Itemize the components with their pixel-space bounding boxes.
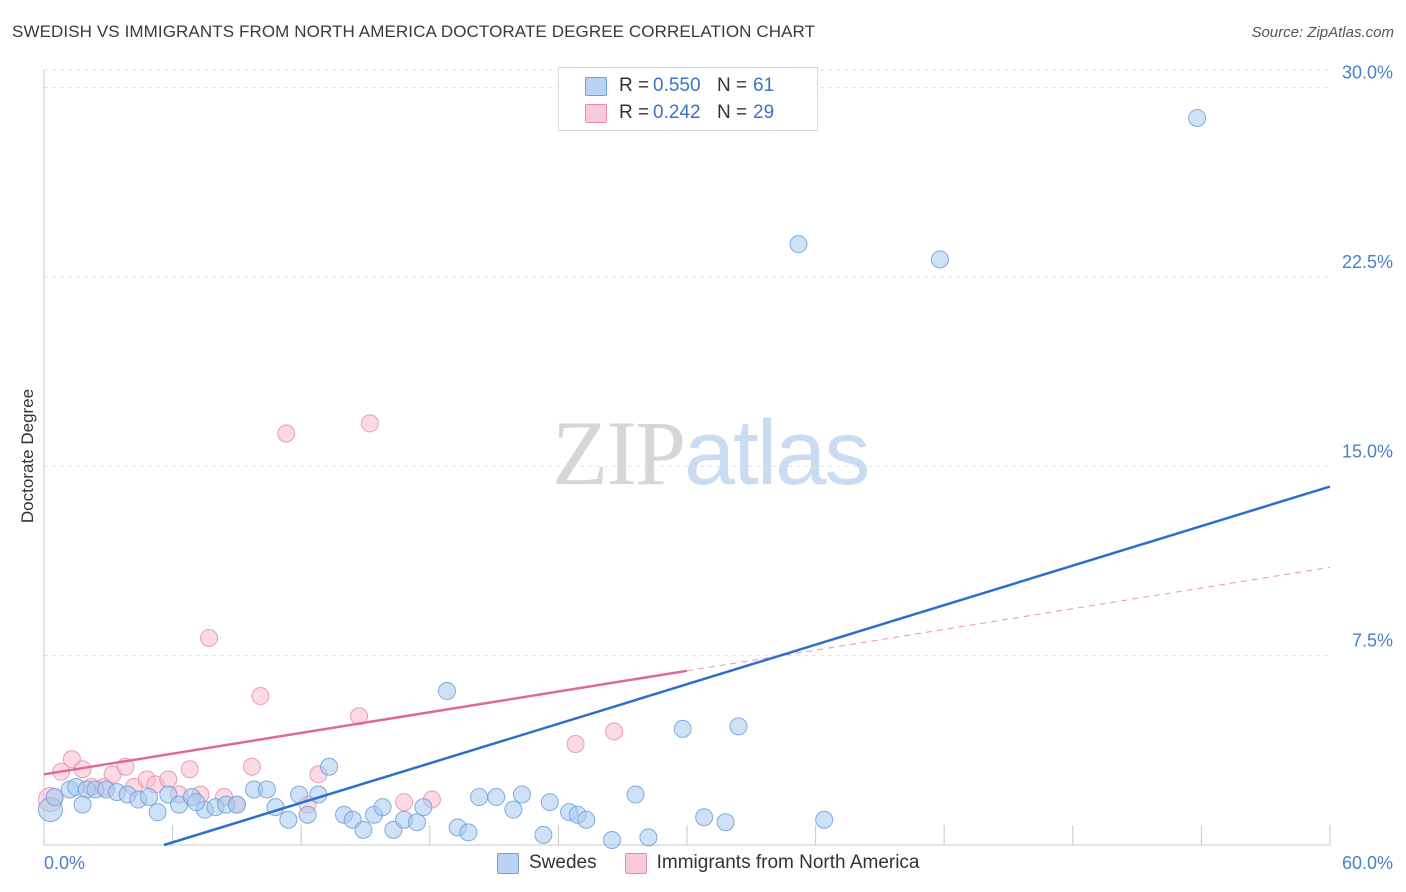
watermark: ZIPatlas (552, 400, 870, 506)
swedes-point (459, 823, 478, 842)
legend-label-immigrants: Immigrants from North America (656, 852, 920, 873)
watermark-atlas: atlas (684, 402, 870, 504)
r-value: 0.550 (653, 75, 701, 96)
immigrants-point (277, 424, 296, 443)
swedes-point (187, 793, 206, 812)
legend-item-swedes[interactable]: Swedes (497, 852, 597, 874)
immigrants-point (360, 414, 379, 433)
stats-legend: R = 0.550 N = 61 R = 0.242 N = 29 (558, 67, 818, 131)
stats-row-swedes: R = 0.550 N = 61 (585, 74, 774, 98)
swedes-point (512, 785, 531, 804)
swedes-point (487, 788, 506, 807)
immigrants-trend-line (43, 669, 688, 776)
swedes-point (577, 810, 596, 829)
immigrants-swatch (585, 103, 607, 123)
swedes-point (320, 757, 339, 776)
immigrants-point (395, 793, 414, 812)
swedes-point (1188, 108, 1207, 127)
swedes-point (789, 235, 808, 254)
source-label: Source: ZipAtlas.com (1251, 24, 1394, 41)
legend-label-swedes: Swedes (529, 852, 597, 873)
swedes-point (73, 795, 92, 814)
n-label: N = (717, 102, 748, 123)
immigrants-point (180, 760, 199, 779)
swedes-point (140, 788, 159, 807)
swedes-point (227, 795, 246, 814)
immigrants-point (605, 722, 624, 741)
r-label: R = (619, 75, 650, 96)
swedes-point (815, 810, 834, 829)
swedes-swatch (585, 76, 607, 96)
watermark-zip: ZIP (552, 402, 686, 504)
series-legend: Swedes Immigrants from North America (497, 852, 948, 874)
r-value: 0.242 (653, 102, 701, 123)
stats-row-immigrants: R = 0.242 N = 29 (585, 101, 774, 125)
immigrants-trend-extension (686, 566, 1331, 672)
swedes-legend-swatch (497, 852, 519, 874)
y-tick-label: 7.5% (1352, 631, 1393, 651)
swedes-point (930, 250, 949, 269)
immigrants-point (159, 770, 178, 789)
x-tick-label: 0.0% (44, 853, 85, 873)
swedes-point (298, 805, 317, 824)
swedes-point (504, 800, 523, 819)
r-label: R = (619, 102, 650, 123)
swedes-point (257, 780, 276, 799)
swedes-point (407, 813, 426, 832)
swedes-point (716, 813, 735, 832)
n-value: 29 (753, 102, 775, 123)
swedes-point (534, 825, 553, 844)
immigrants-legend-swatch (624, 852, 647, 874)
swedes-point (626, 785, 645, 804)
n-label: N = (717, 75, 748, 96)
swedes-point (414, 798, 433, 817)
y-tick-label: 22.5% (1342, 252, 1393, 272)
swedes-point (279, 810, 298, 829)
immigrants-point (242, 757, 261, 776)
immigrants-point (566, 735, 585, 754)
swedes-point (437, 682, 456, 701)
x-tick-label: 60.0% (1342, 853, 1393, 873)
swedes-point (673, 719, 692, 738)
immigrants-point (251, 687, 270, 706)
swedes-point (148, 803, 167, 822)
swedes-trend-line (163, 485, 1331, 847)
immigrants-point (200, 628, 219, 647)
swedes-point (470, 788, 489, 807)
swedes-point (639, 828, 658, 847)
legend-item-immigrants[interactable]: Immigrants from North America (624, 852, 920, 874)
n-value: 61 (753, 75, 775, 96)
swedes-point (540, 793, 559, 812)
swedes-point (354, 820, 373, 839)
y-tick-label: 15.0% (1342, 441, 1393, 461)
swedes-point (373, 798, 392, 817)
swedes-point (45, 788, 64, 807)
chart-title: SWEDISH VS IMMIGRANTS FROM NORTH AMERICA… (12, 22, 816, 41)
swedes-point (602, 830, 621, 849)
swedes-point (729, 717, 748, 736)
swedes-point (695, 808, 714, 827)
y-tick-label: 30.0% (1342, 63, 1393, 83)
